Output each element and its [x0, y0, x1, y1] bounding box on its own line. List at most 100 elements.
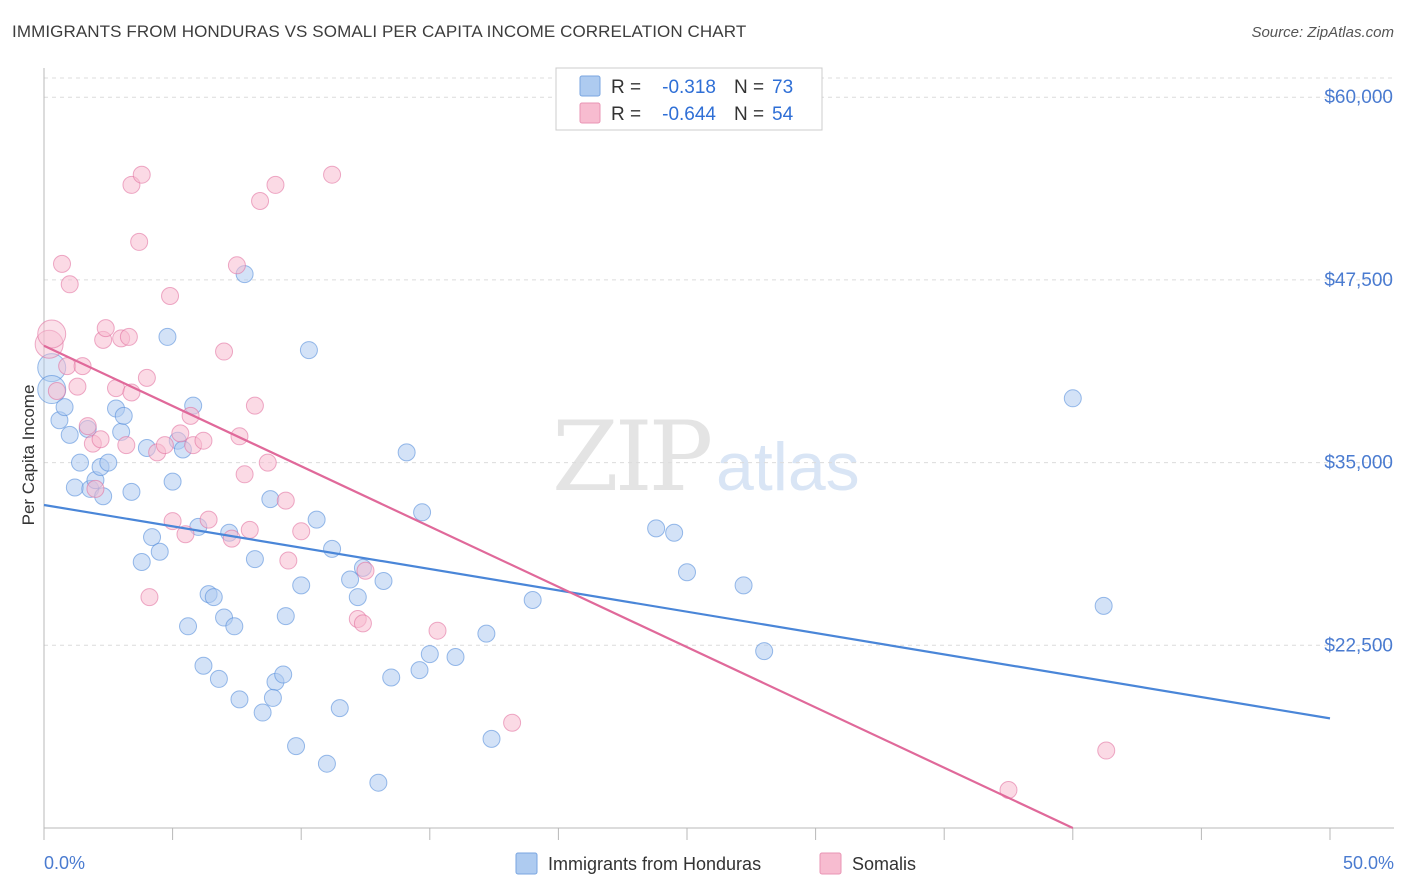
- y-tick-label: $60,000: [1324, 87, 1393, 108]
- point-honduras: [317, 754, 336, 773]
- point-somalis: [96, 319, 115, 338]
- point-honduras: [755, 642, 774, 661]
- legend-r-label-1: R =: [611, 77, 641, 98]
- point-honduras: [1094, 596, 1113, 615]
- y-tick-labels: $22,500 $35,000 $47,500 $60,000: [1324, 87, 1393, 656]
- point-somalis: [47, 382, 66, 400]
- point-somalis: [117, 436, 136, 455]
- legend-r-value-1: -0.318: [662, 77, 716, 98]
- point-honduras: [287, 737, 306, 756]
- point-honduras: [245, 550, 264, 569]
- point-honduras: [263, 688, 282, 707]
- x-ticks: [43, 828, 1331, 840]
- source-label: Source: ZipAtlas.com: [1251, 24, 1394, 41]
- series-legend: Immigrants from Honduras Somalis: [515, 852, 916, 875]
- point-somalis: [199, 510, 218, 529]
- point-somalis: [53, 254, 72, 273]
- series-legend-swatch-somalis: [819, 852, 842, 875]
- point-somalis: [276, 491, 295, 510]
- point-honduras: [99, 453, 118, 472]
- legend-r-value-2: -0.644: [662, 104, 716, 125]
- point-honduras: [143, 528, 162, 547]
- point-honduras: [292, 576, 311, 595]
- point-somalis: [245, 396, 264, 415]
- point-somalis: [227, 256, 246, 275]
- point-honduras: [397, 443, 416, 462]
- point-honduras: [55, 398, 74, 417]
- series-legend-label-somalis: Somalis: [852, 854, 916, 874]
- point-somalis: [258, 453, 277, 472]
- point-honduras: [410, 661, 429, 680]
- point-honduras: [179, 617, 198, 636]
- point-somalis: [155, 436, 174, 455]
- point-somalis: [1097, 741, 1116, 760]
- point-somalis: [86, 479, 105, 498]
- point-somalis: [78, 417, 97, 436]
- point-somalis: [137, 368, 156, 387]
- point-honduras: [374, 572, 393, 590]
- point-somalis: [356, 561, 375, 580]
- watermark-atlas: atlas: [716, 429, 860, 505]
- point-honduras: [413, 503, 432, 522]
- x-tick-label-min: 0.0%: [44, 853, 85, 873]
- point-honduras: [382, 668, 401, 687]
- trend-line-honduras: [43, 503, 1331, 720]
- point-honduras: [446, 648, 465, 666]
- point-somalis: [292, 522, 311, 541]
- scatter-points: [34, 165, 1116, 799]
- x-tick-label-max: 50.0%: [1343, 853, 1394, 873]
- point-honduras: [734, 576, 753, 595]
- y-tick-label: $35,000: [1324, 453, 1393, 474]
- point-honduras: [477, 624, 496, 643]
- point-honduras: [1063, 389, 1082, 408]
- point-honduras: [204, 588, 223, 607]
- legend-n-value-2: 54: [772, 104, 794, 125]
- point-honduras: [261, 490, 280, 509]
- point-honduras: [482, 729, 501, 748]
- point-somalis: [323, 165, 342, 184]
- point-honduras: [678, 563, 696, 582]
- point-somalis: [119, 327, 138, 346]
- point-honduras: [647, 519, 666, 538]
- y-tick-label: $22,500: [1324, 635, 1393, 656]
- point-honduras: [276, 607, 295, 626]
- point-somalis: [161, 287, 180, 305]
- point-somalis: [68, 377, 87, 396]
- series-legend-label-honduras: Immigrants from Honduras: [548, 854, 761, 874]
- point-honduras: [420, 645, 439, 664]
- point-somalis: [60, 275, 79, 294]
- point-somalis: [428, 621, 447, 640]
- point-honduras: [71, 453, 90, 472]
- point-honduras: [523, 591, 542, 609]
- point-honduras: [348, 588, 367, 607]
- point-somalis: [235, 465, 254, 484]
- chart-title: IMMIGRANTS FROM HONDURAS VS SOMALI PER C…: [12, 22, 747, 41]
- legend-swatch-somalis: [579, 102, 601, 124]
- point-honduras: [665, 523, 684, 542]
- point-somalis: [91, 430, 110, 449]
- point-honduras: [225, 617, 244, 636]
- point-somalis: [266, 175, 285, 194]
- point-somalis: [194, 431, 213, 450]
- trend-line-somalis: [43, 344, 1074, 829]
- point-honduras: [194, 656, 213, 675]
- point-somalis: [353, 614, 372, 633]
- point-honduras: [330, 699, 349, 718]
- legend-n-label-1: N =: [734, 77, 764, 98]
- legend-n-value-1: 73: [772, 77, 793, 98]
- point-honduras: [122, 482, 141, 501]
- watermark-zip: ZIP: [552, 401, 711, 513]
- point-honduras: [299, 341, 318, 360]
- point-honduras: [230, 690, 249, 709]
- y-tick-label: $47,500: [1324, 270, 1393, 291]
- point-honduras: [158, 327, 177, 346]
- point-somalis: [240, 520, 259, 539]
- point-honduras: [369, 773, 388, 792]
- point-somalis: [181, 406, 200, 425]
- point-honduras: [307, 510, 326, 529]
- point-honduras: [274, 665, 293, 684]
- series-legend-swatch-honduras: [515, 852, 538, 875]
- point-somalis: [503, 713, 522, 732]
- point-somalis: [222, 529, 241, 548]
